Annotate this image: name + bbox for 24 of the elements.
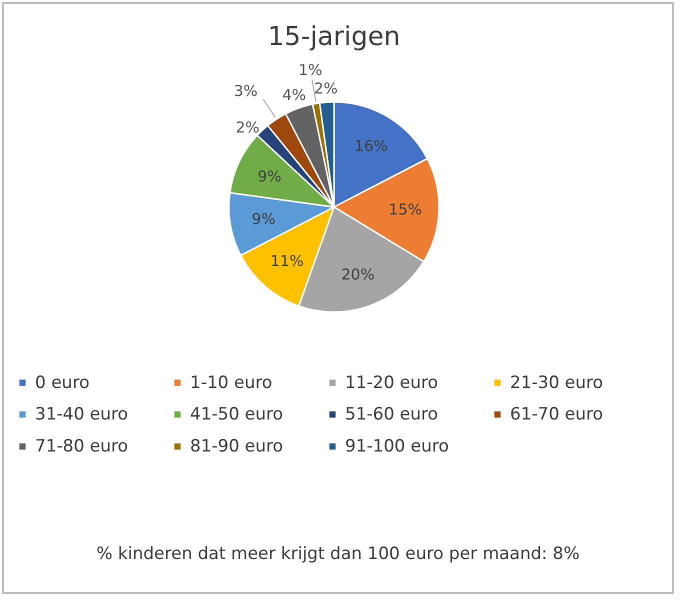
data-label: 1%	[298, 61, 322, 80]
data-label: 4%	[282, 86, 306, 104]
data-label: 9%	[252, 210, 276, 228]
legend-label: 91-100 euro	[345, 436, 449, 456]
legend-label: 71-80 euro	[35, 436, 128, 456]
data-label: 9%	[258, 167, 282, 186]
data-label: 2%	[314, 79, 338, 98]
legend-label: 61-70 euro	[510, 404, 604, 424]
data-label: 3%	[234, 82, 258, 100]
legend-label: 11-20 euro	[345, 372, 438, 393]
chart-title: 15-jarigen	[268, 22, 400, 52]
legend-label: 1-10 euro	[190, 372, 272, 393]
legend-label: 0 euro	[35, 372, 90, 393]
data-label: 20%	[341, 265, 375, 284]
legend-label: 41-50 euro	[190, 404, 284, 424]
data-label: 15%	[388, 200, 422, 218]
legend-label: 51-60 euro	[345, 404, 438, 424]
legend-label: 31-40 euro	[35, 404, 128, 424]
text: % kinderen dat meer krijgt dan 100 euro per maand: 8%	[95, 544, 581, 564]
data-label: 2%	[236, 118, 260, 136]
legend-label: 21-30 euro	[510, 372, 604, 393]
data-label: 11%	[270, 252, 304, 270]
data-label: 16%	[354, 136, 388, 155]
legend-label: 81-90 euro	[190, 436, 284, 456]
